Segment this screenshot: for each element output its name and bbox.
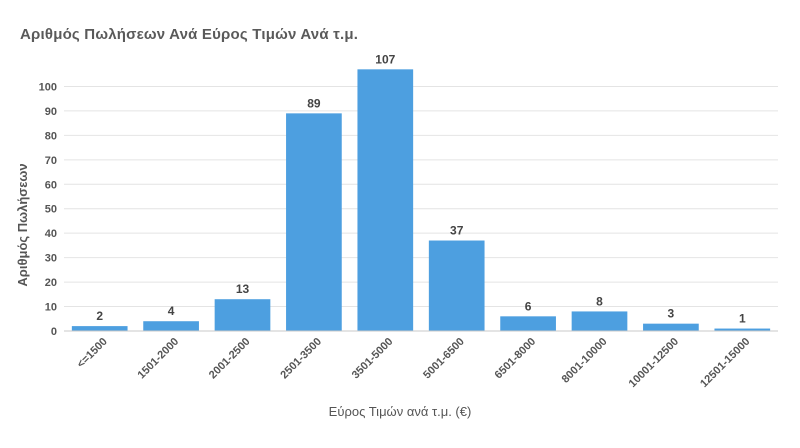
bar [428, 240, 485, 331]
data-label: 8 [596, 294, 603, 308]
x-tick-label: 10001-12500 [627, 336, 681, 390]
x-tick-label: 5001-6500 [421, 336, 467, 382]
y-tick-label: 80 [45, 130, 57, 142]
y-tick-label: 30 [45, 253, 57, 265]
y-tick-label: 90 [45, 106, 57, 118]
grid-lines [64, 85, 778, 308]
x-tick-label: 12501-15000 [698, 336, 752, 390]
y-tick-label: 100 [39, 81, 57, 93]
data-label: 2 [96, 309, 103, 323]
data-labels: 2 4 13 89 107 37 6 8 3 1 [96, 52, 746, 325]
y-axis-title: Αριθμός Πωλήσεων [15, 163, 30, 286]
bar [357, 69, 414, 331]
bar [143, 321, 199, 331]
data-label: 89 [307, 96, 321, 110]
data-label: 107 [375, 52, 395, 66]
y-tick-label: 0 [51, 326, 57, 338]
data-label: 3 [668, 307, 675, 321]
y-tick-label: 50 [45, 204, 57, 216]
y-tick-label: 60 [45, 179, 57, 191]
bar [500, 316, 556, 331]
bar [571, 311, 628, 331]
x-tick-label: <=1500 [75, 336, 110, 371]
x-tick-label: 8001-10000 [560, 336, 610, 386]
bars [71, 69, 771, 331]
bar [714, 328, 771, 331]
x-tick-label: 6501-8000 [493, 336, 539, 382]
y-tick-label: 20 [45, 277, 57, 289]
data-label: 37 [450, 224, 464, 238]
x-tick-label: 2501-3500 [278, 336, 324, 382]
data-label: 13 [236, 282, 250, 296]
y-tick-label: 10 [45, 302, 57, 314]
x-axis-title: Εύρος Τιμών ανά τ.μ. (€) [328, 404, 472, 419]
x-tick-labels: <=1500 1501-2000 2001-2500 2501-3500 3501-50… [75, 336, 752, 390]
bar [71, 326, 128, 331]
y-tick-label: 40 [45, 228, 57, 240]
data-label: 4 [168, 304, 175, 318]
x-tick-label: 3501-5000 [350, 336, 396, 382]
y-tick-labels: 0 10 20 30 40 50 60 70 80 90 100 [39, 81, 57, 338]
y-tick-label: 70 [45, 155, 57, 167]
data-label: 6 [525, 299, 532, 313]
chart-title: Αριθμός Πωλήσεων Ανά Εύρος Τιμών Ανά τ.μ… [20, 26, 359, 43]
x-tick-label: 2001-2500 [207, 336, 253, 382]
bar [214, 299, 271, 331]
bar [643, 323, 699, 331]
x-tick-label: 1501-2000 [136, 336, 182, 382]
bar [286, 113, 342, 331]
data-label: 1 [739, 312, 746, 326]
